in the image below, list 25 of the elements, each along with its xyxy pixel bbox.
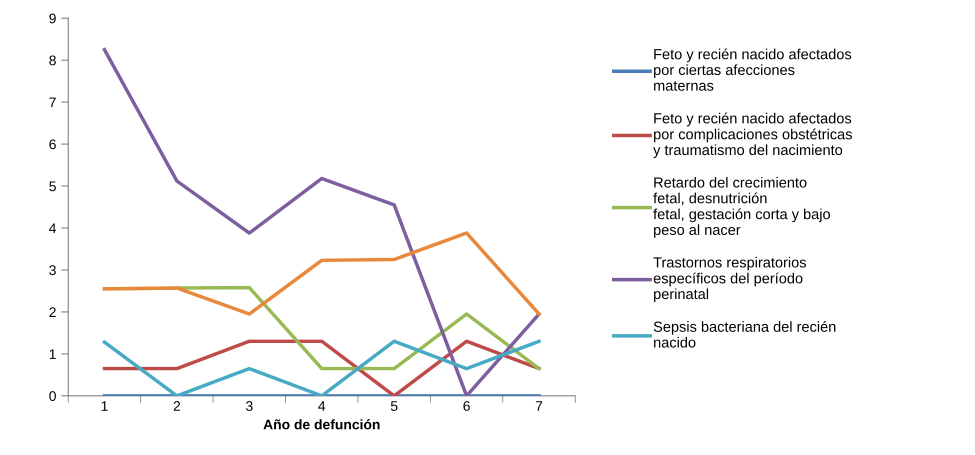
x-tick-label: 5 [390,401,398,411]
x-tick-label: 2 [174,401,180,411]
x-axis-title: Año de defunción [263,419,380,430]
x-tick-label: 6 [463,401,470,411]
y-tick-label: 2 [49,307,56,317]
y-tick-label: 3 [49,265,56,276]
legend-label: Feto y recién nacido afectados por complicaciones obstétricas y traumatismo del nacimiento [653,112,852,158]
legend-label: Retardo del crecimiento fetal, desnutrición fetal, gestación corta y bajo peso al nacer [653,176,830,238]
line-series [102,48,541,396]
x-tick-label: 4 [318,401,326,411]
legend-label: Trastornos respiratorios específicos del período perinatal [653,256,806,302]
y-tick-label: 8 [49,55,56,66]
y-tick-label: 9 [49,14,56,24]
x-tick-label: 7 [536,401,542,411]
y-tick-label: 7 [49,98,56,108]
y-tick-label: 6 [49,139,56,150]
x-tick-label: 3 [246,401,253,411]
legend-label: Feto y recién nacido afectados por ciertas afecciones maternas [654,48,852,91]
y-tick-label: 4 [49,223,56,234]
x-tick-label: 1 [102,401,108,411]
y-tick-label: 0 [49,391,56,402]
y-tick-label: 1 [50,349,56,359]
y-tick-label: 5 [49,182,56,192]
line-series [102,231,541,316]
legend-label: Sepsis bacteriana del recién nacido [654,321,836,348]
